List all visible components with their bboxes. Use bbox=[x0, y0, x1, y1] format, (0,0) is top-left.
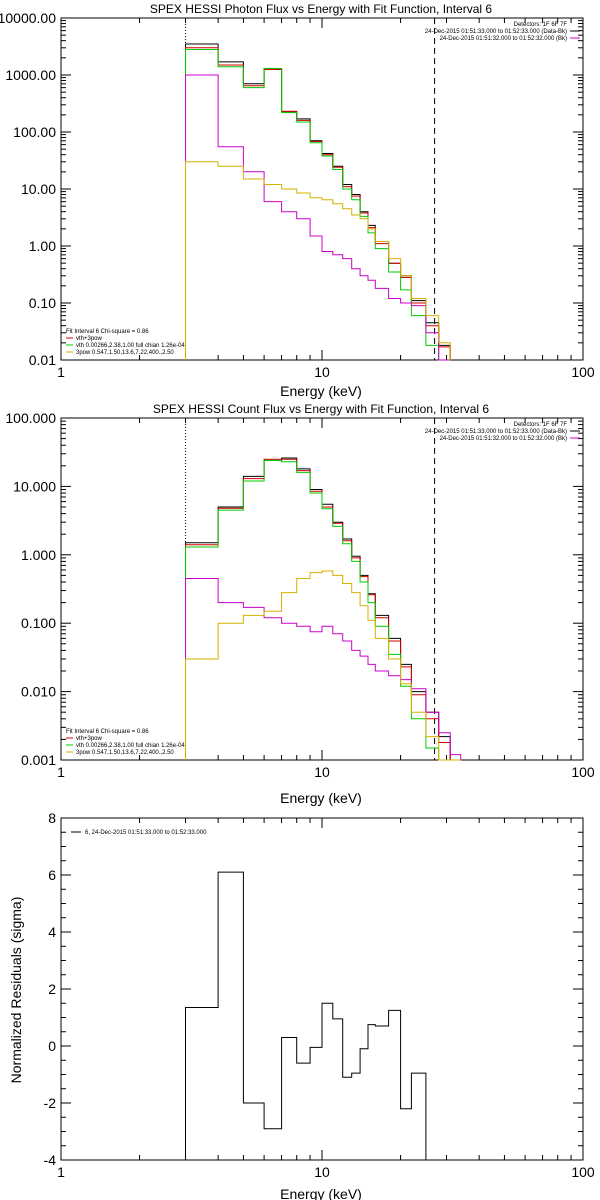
count-x-axis-label: Energy (keV) bbox=[280, 790, 362, 806]
photon-y-tick-label: 1.00 bbox=[29, 238, 56, 254]
photon-y-tick-label: 0.10 bbox=[29, 295, 56, 311]
residuals-legend: 6, 24-Dec-2015 01:51:33.000 to 01:52:33.… bbox=[71, 830, 207, 836]
photon-x-axis-label: Energy (keV) bbox=[280, 383, 362, 399]
count-series-3 bbox=[185, 578, 462, 760]
count-y-tick-label: 100.000 bbox=[5, 410, 56, 426]
photon-series-0 bbox=[185, 43, 451, 360]
count-series-group bbox=[185, 457, 462, 761]
photon-x-tick-label: 100 bbox=[571, 364, 595, 380]
count-legend-bl-2: vth 0.00266,2.38,1.00 full chian 1.26e-0… bbox=[76, 743, 185, 749]
resid-y-tick-label: -4 bbox=[44, 1152, 57, 1168]
count-y-tick-label: 10.000 bbox=[13, 478, 56, 494]
count-legend-bl-1: vth+3pow bbox=[76, 736, 103, 742]
count-x-tick-label: 10 bbox=[314, 764, 330, 780]
count-y-tick-label: 0.010 bbox=[21, 684, 56, 700]
photon-y-tick-label: 0.01 bbox=[29, 352, 56, 368]
count-y-tick-label: 1.000 bbox=[21, 547, 56, 563]
photon-legend-tr-1: 24-Dec-2015 01:51:33.000 to 01:52:33.000… bbox=[425, 29, 567, 35]
count-x-tick-label: 100 bbox=[571, 764, 595, 780]
photon-flux-panel: SPEX HESSI Photon Flux vs Energy with Fi… bbox=[0, 2, 595, 399]
photon-series-group bbox=[185, 43, 451, 361]
count-series-2 bbox=[185, 459, 461, 761]
count-x-tick-label: 1 bbox=[57, 764, 65, 780]
resid-y-tick-label: 0 bbox=[48, 1038, 56, 1054]
photon-legend-bl-3: 3pow 0.547,1.50,13.6,7.22,400.,2.50 bbox=[76, 350, 174, 356]
photon-legend-tr-0: Detectors: 1F 6F 7F bbox=[514, 22, 568, 28]
photon-legend-bl-2: vth 0.00266,2.38,1.00 full chian 1.26e-0… bbox=[76, 343, 185, 349]
resid-x-tick-label: 100 bbox=[571, 1164, 595, 1180]
count-series-4 bbox=[185, 570, 461, 761]
photon-y-tick-label: 1000.00 bbox=[5, 67, 56, 83]
resid-x-tick-label: 1 bbox=[57, 1164, 65, 1180]
photon-y-tick-label: 10000.00 bbox=[0, 10, 56, 26]
photon-legend-bl-1: vth+3pow bbox=[76, 336, 103, 342]
photon-y-tick-label: 100.00 bbox=[13, 124, 56, 140]
photon-series-1 bbox=[185, 47, 451, 360]
count-legend-bl-3: 3pow 0.547,1.50,13.6,7.22,400.,2.50 bbox=[76, 750, 174, 756]
residuals-y-axis-label: Normalized Residuals (sigma) bbox=[8, 897, 24, 1084]
resid-y-tick-label: 2 bbox=[48, 981, 56, 997]
residuals-series-group bbox=[185, 871, 439, 1161]
photon-axes: 1 10 100 0.01 0.10 1.00 10.00 100.00 1000.00 1000… bbox=[0, 10, 595, 380]
resid-y-tick-label: 4 bbox=[48, 924, 56, 940]
photon-series-3 bbox=[185, 74, 451, 361]
residuals-plot-frame bbox=[60, 817, 584, 1161]
photon-legend-tr-2: 24-Dec-2015 01:51:32.000 to 01:52:32.000… bbox=[440, 36, 567, 42]
count-axes: 1 10 100 0.001 0.010 0.100 1.000 10.000 100.000 bbox=[5, 410, 595, 780]
photon-series-2 bbox=[185, 49, 451, 361]
count-series-0 bbox=[185, 457, 461, 761]
resid-y-tick-label: 8 bbox=[48, 810, 56, 826]
resid-x-tick-label: 10 bbox=[314, 1164, 330, 1180]
count-plot-frame bbox=[60, 417, 584, 761]
resid-y-tick-label: 6 bbox=[48, 867, 56, 883]
residuals-x-axis-label: Energy (keV) bbox=[280, 1186, 362, 1200]
photon-plot-frame bbox=[60, 17, 584, 361]
resid-series-0 bbox=[185, 871, 439, 1161]
count-legend-bl-0: Fit Interval 6 Chi-square = 0.86 bbox=[66, 729, 149, 735]
photon-chart-title: SPEX HESSI Photon Flux vs Energy with Fi… bbox=[150, 2, 492, 16]
photon-legend-bl-0: Fit Interval 6 Chi-square = 0.86 bbox=[66, 329, 149, 335]
photon-series-4 bbox=[185, 161, 451, 360]
resid-legend-tl: 6, 24-Dec-2015 01:51:33.000 to 01:52:33.… bbox=[85, 830, 207, 836]
photon-x-tick-label: 1 bbox=[57, 364, 65, 380]
count-y-tick-label: 0.100 bbox=[21, 615, 56, 631]
count-y-tick-label: 0.001 bbox=[21, 752, 56, 768]
count-flux-panel: SPEX HESSI Count Flux vs Energy with Fit… bbox=[5, 402, 595, 806]
resid-y-tick-label: -2 bbox=[44, 1095, 57, 1111]
photon-y-tick-label: 10.00 bbox=[21, 181, 56, 197]
count-legend-tr-1: 24-Dec-2015 01:51:33.000 to 01:52:33.000… bbox=[425, 429, 567, 435]
residuals-panel: 1 10 100 -4 -2 0 2 4 6 8 6, 24-Dec-2015 01:51:33.… bbox=[8, 810, 595, 1200]
photon-x-tick-label: 10 bbox=[314, 364, 330, 380]
residuals-axes: 1 10 100 -4 -2 0 2 4 6 8 bbox=[44, 810, 595, 1180]
count-chart-title: SPEX HESSI Count Flux vs Energy with Fit… bbox=[153, 402, 489, 416]
count-legend-tr-2: 24-Dec-2015 01:51:32.000 to 01:52:32.000… bbox=[440, 436, 567, 442]
count-legend-tr-0: Detectors: 1F 6F 7F bbox=[514, 422, 568, 428]
